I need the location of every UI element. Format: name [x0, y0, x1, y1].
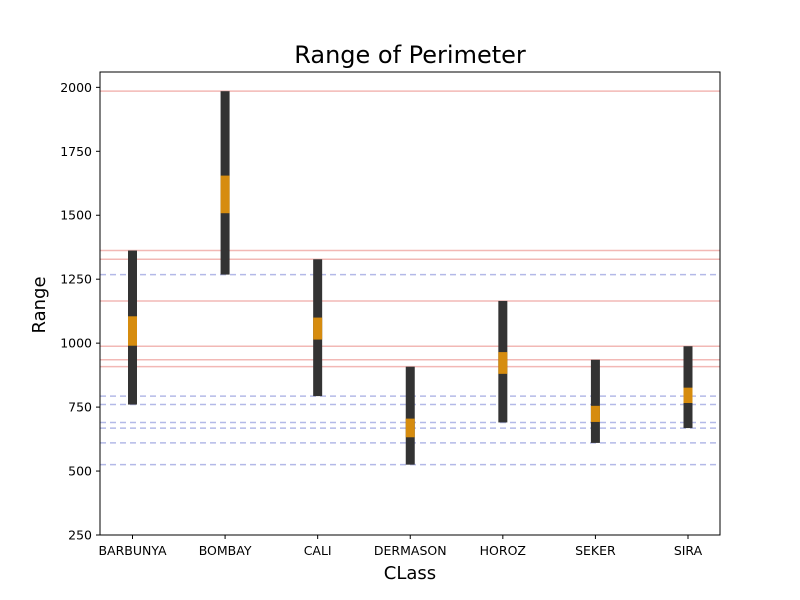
- chart-title: Range of Perimeter: [294, 41, 526, 69]
- range-bar-seker: [590, 359, 600, 443]
- x-tick-label: CALI: [304, 543, 332, 558]
- x-axis-label: CLass: [384, 563, 436, 584]
- middle-segment-bombay: [220, 175, 230, 214]
- y-tick-label: 250: [68, 528, 92, 543]
- x-tick-label: BARBUNYA: [98, 543, 167, 558]
- plot-frame: [99, 71, 721, 536]
- middle-segment-cali: [313, 317, 323, 340]
- y-tick-label: 1500: [60, 208, 92, 223]
- y-tick-label: 1250: [60, 272, 92, 287]
- y-axis-label: Range: [29, 276, 50, 333]
- middle-segment-horoz: [498, 352, 508, 374]
- x-tick-label: HOROZ: [480, 543, 526, 558]
- middle-segment-dermason: [405, 418, 415, 438]
- x-tick-label: SIRA: [674, 543, 703, 558]
- middle-segment-barbunya: [128, 316, 137, 346]
- y-tick-label: 1750: [60, 144, 92, 159]
- middle-segment-sira: [683, 387, 693, 404]
- y-tick-label: 2000: [60, 80, 92, 95]
- range-bar-dermason: [405, 366, 415, 465]
- x-tick-label: BOMBAY: [199, 543, 252, 558]
- range-bar-sira: [683, 346, 693, 429]
- x-tick-label: DERMASON: [374, 543, 447, 558]
- middle-segment-seker: [590, 405, 600, 422]
- x-axis: BARBUNYA BOMBAY CALI DERMASON HOROZ SEKER SIRA: [98, 535, 703, 558]
- range-bars: [128, 91, 693, 465]
- y-tick-label: 750: [68, 400, 92, 415]
- y-axis: 250 500 750 1000 1250 1500 1750 2000: [60, 80, 100, 543]
- x-tick-label: SEKER: [575, 543, 616, 558]
- y-tick-label: 1000: [60, 336, 92, 351]
- y-tick-label: 500: [68, 464, 92, 479]
